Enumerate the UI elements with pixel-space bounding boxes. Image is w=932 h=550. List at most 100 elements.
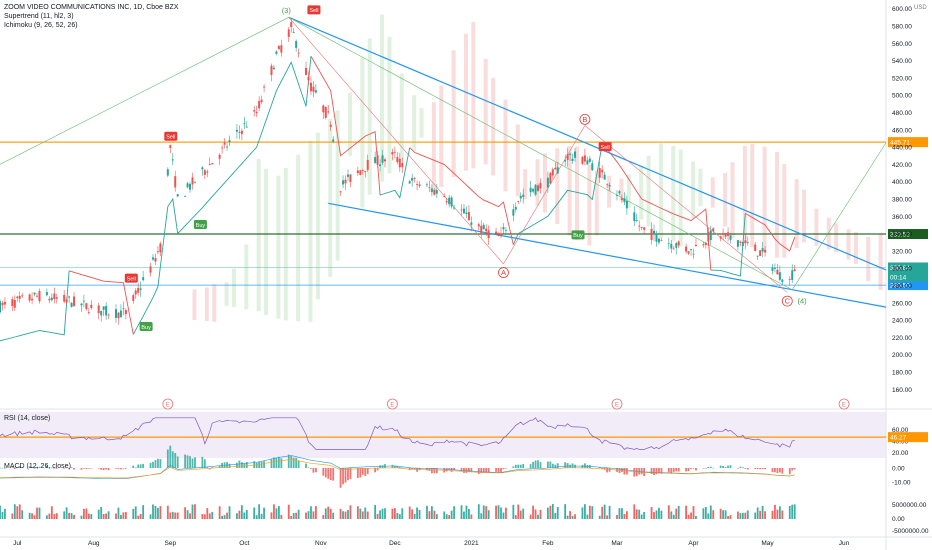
volume-bar: [245, 510, 248, 519]
volume-bar: [206, 508, 209, 519]
candle-body: [603, 174, 606, 180]
candle-body: [73, 296, 76, 306]
macd-bar: [83, 468, 85, 469]
candle-body: [692, 253, 695, 255]
macd-bar: [157, 458, 159, 468]
macd-bar: [761, 468, 764, 470]
macd-bar: [529, 464, 532, 468]
price-level-value: 339.53: [890, 232, 910, 239]
cloud-segment: [671, 146, 676, 242]
supertrend-segment: [0, 270, 70, 342]
candle-body: [719, 236, 722, 239]
candle-body: [667, 243, 670, 245]
symbol-title[interactable]: ZOOM VIDEO COMMUNICATIONS INC, 1D, Cboe …: [4, 4, 179, 11]
candle-body: [598, 168, 601, 178]
macd-bar: [598, 467, 601, 468]
volume-bar: [485, 506, 488, 519]
cloud-segment: [730, 162, 735, 238]
ichimoku-indicator-label[interactable]: Ichimoku (9, 26, 52, 26): [4, 22, 78, 29]
price-tick-label: 320.00: [892, 248, 912, 255]
rsi-band: [0, 412, 886, 458]
volume-bar: [495, 505, 497, 519]
volume-bar: [433, 510, 436, 519]
price-tick-label: 480.00: [892, 110, 912, 117]
candle-body: [606, 183, 609, 185]
cloud-segment: [204, 287, 209, 322]
macd-bar: [107, 468, 110, 471]
macd-bar: [771, 468, 774, 473]
cloud-segment: [691, 161, 696, 219]
cloud-segment: [750, 143, 755, 248]
volume-bar: [586, 514, 589, 519]
candle-body: [107, 314, 110, 316]
volume-bar: [430, 506, 433, 519]
candle-body: [736, 240, 739, 247]
macd-bar: [263, 461, 265, 468]
candle-body: [640, 226, 643, 228]
supertrend-indicator-label[interactable]: Supertrend (11, hl2, 3): [4, 13, 74, 20]
candle-body: [322, 105, 325, 113]
volume-bar: [305, 512, 307, 519]
macd-bar: [73, 468, 75, 470]
time-tick-label: Apr: [688, 540, 699, 547]
macd-bar: [396, 465, 399, 468]
candle-body: [778, 272, 781, 280]
abc-line: [584, 125, 788, 293]
cloud-segment: [555, 148, 560, 225]
macd-bar: [287, 454, 290, 468]
volume-bar: [211, 511, 214, 519]
macd-bar: [546, 461, 549, 468]
macd-bar: [460, 468, 463, 472]
candle-body: [186, 183, 189, 188]
volume-bar: [635, 509, 638, 519]
candle-body: [381, 155, 384, 163]
cloud-segment: [846, 229, 851, 260]
volume-bar: [761, 505, 764, 519]
volume-bar: [53, 514, 56, 519]
volume-bar: [658, 507, 660, 519]
candle-body: [588, 158, 591, 162]
macd-bar: [16, 467, 19, 469]
price-tick-label: 180.00: [892, 370, 912, 377]
macd-pane-label[interactable]: MACD (12, 26, close): [4, 463, 71, 470]
volume-bar: [695, 515, 697, 519]
macd-histogram: [0, 445, 796, 488]
rsi-pane-label[interactable]: RSI (14, close): [4, 415, 51, 422]
volume-bar: [677, 505, 680, 519]
macd-bar: [677, 468, 680, 472]
volume-bar: [702, 508, 705, 519]
candle-body: [18, 295, 21, 299]
candle-body: [305, 68, 308, 75]
volume-bar: [771, 510, 774, 519]
wave-label: (3): [282, 6, 292, 15]
time-tick-label: Aug: [88, 540, 100, 547]
candle-body: [514, 206, 517, 210]
macd-bar: [154, 460, 157, 468]
candle-body: [223, 142, 226, 145]
volume-bar: [132, 508, 135, 519]
volume-bar: [574, 514, 576, 519]
volume-bar: [13, 504, 16, 519]
volume-bar: [413, 513, 416, 519]
candle-body: [97, 305, 100, 314]
price-tick-label: 440.00: [892, 145, 912, 152]
volume-bar: [618, 508, 621, 519]
earnings-marker-label: E: [166, 403, 170, 409]
macd-bar: [724, 467, 727, 468]
cloud-segment: [723, 173, 728, 227]
candle-body: [549, 172, 552, 184]
macd-bar: [275, 457, 278, 468]
volume-bar: [759, 510, 762, 519]
candle-body: [255, 112, 258, 114]
volume-bar: [539, 509, 542, 519]
candle-body: [312, 86, 315, 92]
earnings-marker: [387, 398, 398, 410]
candle-body: [729, 235, 732, 240]
candle-body: [346, 174, 349, 177]
cloud-segment: [231, 268, 236, 308]
volume-bar: [727, 515, 729, 519]
macd-bar: [788, 468, 791, 475]
price-tick-label: 420.00: [892, 162, 912, 169]
volume-bar: [290, 515, 293, 519]
